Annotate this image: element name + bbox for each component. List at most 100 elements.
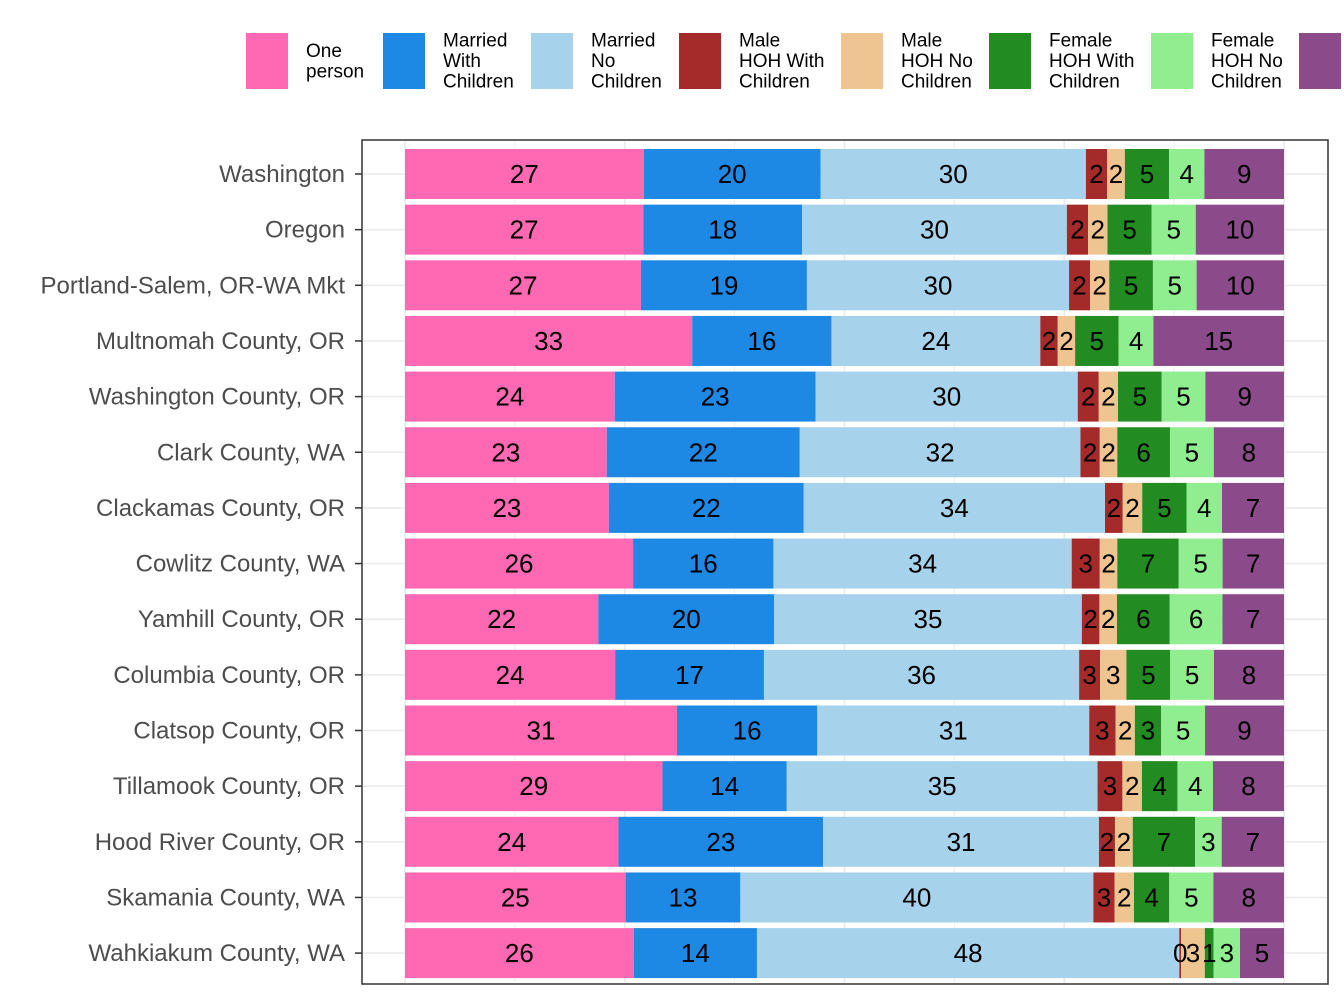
bar-male-hoh-no-children: [1115, 705, 1135, 756]
legend-key-other: [1299, 33, 1341, 89]
bars: [405, 149, 1284, 979]
data-label: 2: [1089, 159, 1103, 189]
data-label: 24: [495, 382, 524, 412]
data-label: 40: [902, 882, 931, 912]
data-label: 6: [1136, 604, 1150, 634]
legend-label: Children: [901, 72, 972, 93]
bar-female-hoh-no-children: [1213, 928, 1241, 979]
data-label: 5: [1166, 215, 1180, 245]
category-label: Hood River County, OR: [95, 829, 345, 856]
bar-married-with-children: [640, 260, 807, 311]
category-label: Washington: [219, 161, 345, 188]
bar-married-no-children: [820, 149, 1086, 199]
bar-one-person: [405, 594, 599, 645]
bar-male-hoh-no-children: [1114, 816, 1133, 867]
data-label: 5: [1133, 382, 1147, 412]
bar-female-hoh-with-children: [1142, 482, 1187, 533]
bar-married-no-children: [763, 649, 1080, 700]
bar-male-hoh-no-children: [1098, 371, 1118, 422]
bar-married-no-children: [815, 371, 1078, 422]
bar-married-with-children: [614, 371, 816, 422]
data-label: 29: [519, 771, 548, 801]
bar-other: [1212, 761, 1284, 812]
bar-male-hoh-with-children: [1179, 928, 1182, 979]
data-label: 2: [1072, 270, 1086, 300]
bar-male-hoh-with-children: [1097, 761, 1123, 812]
bar-female-hoh-with-children: [1124, 149, 1170, 199]
data-label: 4: [1197, 493, 1211, 523]
legend-key-married-with-children: [383, 33, 425, 89]
data-label: 27: [510, 215, 539, 245]
bar-other: [1204, 149, 1284, 199]
bar-female-hoh-no-children: [1170, 649, 1214, 700]
bar-married-no-children: [802, 204, 1067, 255]
bar-one-person: [405, 482, 609, 533]
data-label: 2: [1125, 493, 1139, 523]
bar-female-hoh-no-children: [1169, 872, 1214, 923]
data-label: 17: [675, 660, 704, 690]
data-label: 16: [733, 716, 762, 746]
data-label: 6: [1189, 604, 1203, 634]
bar-female-hoh-no-children: [1169, 427, 1214, 478]
data-label: 34: [940, 493, 969, 523]
data-label: 5: [1122, 215, 1136, 245]
data-label: 7: [1246, 604, 1260, 634]
data-label: 4: [1144, 882, 1158, 912]
data-label: 2: [1117, 882, 1131, 912]
bar-one-person: [405, 538, 634, 589]
data-label: 3: [1141, 716, 1155, 746]
bar-one-person: [405, 705, 677, 756]
category-label: Portland-Salem, OR-WA Mkt: [40, 272, 345, 299]
data-label: 2: [1101, 382, 1115, 412]
bar-one-person: [405, 260, 641, 311]
data-label: 48: [954, 938, 983, 968]
legend-label: Male: [739, 31, 780, 52]
bar-married-no-children: [823, 816, 1099, 867]
data-label: 36: [907, 660, 936, 690]
bar-male-hoh-no-children: [1099, 427, 1118, 478]
data-label: 7: [1246, 493, 1260, 523]
legend-label: HOH With: [739, 51, 825, 72]
data-label: 30: [920, 215, 949, 245]
legend-key-one-person: [246, 33, 288, 89]
bar-other: [1195, 204, 1284, 255]
data-label: 22: [689, 437, 718, 467]
data-label: 2: [1070, 215, 1084, 245]
bar-female-hoh-with-children: [1141, 761, 1178, 812]
data-label: 5: [1176, 716, 1190, 746]
data-label: 23: [706, 827, 735, 857]
data-label: 27: [508, 270, 537, 300]
bar-female-hoh-no-children: [1169, 594, 1223, 645]
data-label: 5: [1157, 493, 1171, 523]
data-label: 8: [1242, 437, 1256, 467]
bar-married-with-children: [633, 928, 757, 979]
category-label: Yamhill County, OR: [138, 606, 345, 633]
bar-other: [1213, 427, 1284, 478]
bar-male-hoh-no-children: [1107, 149, 1125, 199]
bar-married-with-children: [606, 427, 800, 478]
bar-male-hoh-with-children: [1066, 204, 1089, 255]
legend: OnepersonMarriedWithChildrenMarriedNoChi…: [246, 31, 1341, 93]
data-label: 24: [921, 326, 950, 356]
bar-male-hoh-with-children: [1085, 149, 1108, 199]
legend-key-female-hoh-no-children: [1151, 33, 1193, 89]
bar-male-hoh-no-children: [1122, 482, 1143, 533]
bar-male-hoh-no-children: [1100, 649, 1127, 700]
data-label: 8: [1242, 660, 1256, 690]
legend-label: With: [443, 51, 481, 72]
bar-female-hoh-with-children: [1116, 594, 1170, 645]
data-label: 24: [496, 660, 525, 690]
data-label: 34: [908, 549, 937, 579]
bar-female-hoh-no-children: [1152, 260, 1197, 311]
bar-one-person: [405, 427, 607, 478]
bar-married-with-children: [692, 315, 832, 366]
data-label: 35: [914, 604, 943, 634]
bar-one-person: [405, 315, 693, 366]
data-label: 31: [947, 827, 976, 857]
data-label: 4: [1129, 326, 1143, 356]
category-label: Clatsop County, OR: [133, 718, 345, 745]
bar-married-with-children: [662, 761, 787, 812]
data-label: 0: [1173, 938, 1187, 968]
bar-married-with-children: [633, 538, 774, 589]
